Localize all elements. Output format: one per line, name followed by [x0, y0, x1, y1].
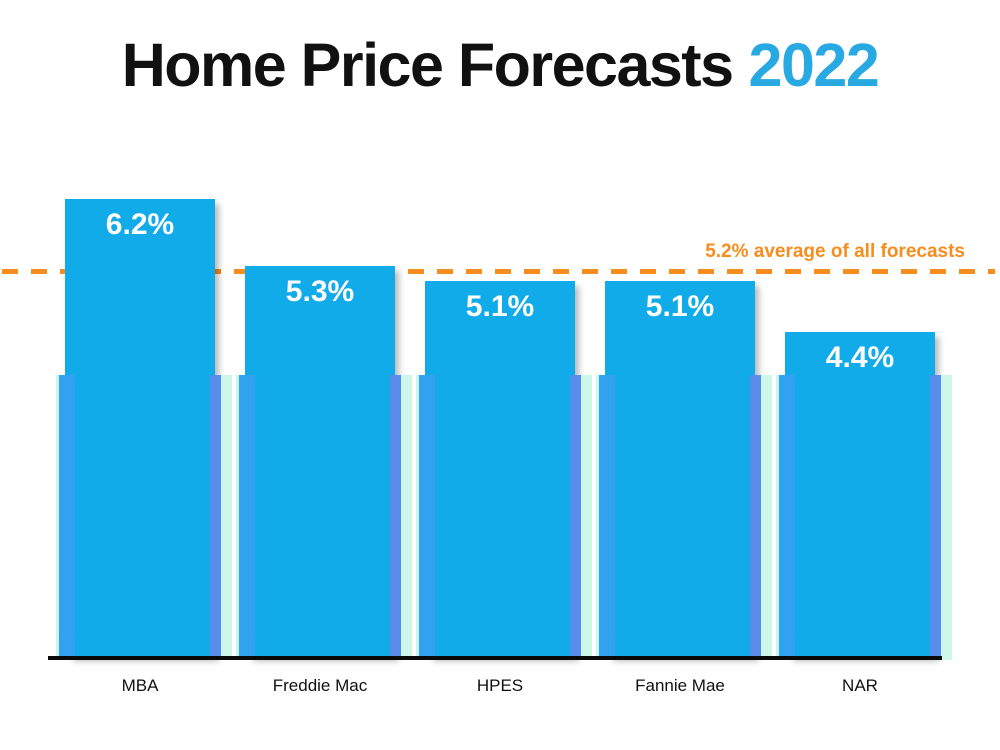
bar-value-label: 4.4% — [825, 341, 895, 375]
bar-hpes: 5.1% — [416, 280, 592, 660]
bar-value-label: 6.2% — [105, 208, 175, 242]
category-label-hpes: HPES — [476, 676, 524, 695]
bar-value-label: 5.1% — [465, 289, 535, 323]
x-axis-line — [48, 656, 942, 660]
bar-glow-core — [615, 374, 750, 660]
average-dashed-line — [2, 269, 995, 274]
bar-value-label: 5.1% — [645, 289, 715, 323]
category-label-nar: NAR — [842, 676, 878, 695]
bar-value-label: 5.3% — [285, 274, 355, 308]
average-line-label: 5.2% average of all forecasts — [705, 241, 965, 262]
bar-freddie-mac: 5.3% — [236, 265, 412, 660]
bar-mba: 6.2% — [56, 199, 232, 660]
chart-title-year: 2022 — [748, 31, 880, 99]
bar-glow-core — [435, 374, 570, 660]
chart-title-main: Home Price Forecasts — [121, 31, 734, 99]
bar-nar: 4.4% — [776, 332, 952, 660]
category-label-mba: MBA — [121, 676, 159, 695]
category-label-freddie-mac: Freddie Mac — [272, 676, 368, 695]
chart-title: Home Price Forecasts 2022 — [0, 30, 1000, 100]
bar-fannie-mae: 5.1% — [596, 280, 772, 660]
bar-glow-core — [75, 374, 210, 660]
bar-glow-core — [795, 374, 930, 660]
category-label-fannie-mae: Fannie Mae — [635, 676, 725, 695]
bar-glow-core — [255, 374, 390, 660]
